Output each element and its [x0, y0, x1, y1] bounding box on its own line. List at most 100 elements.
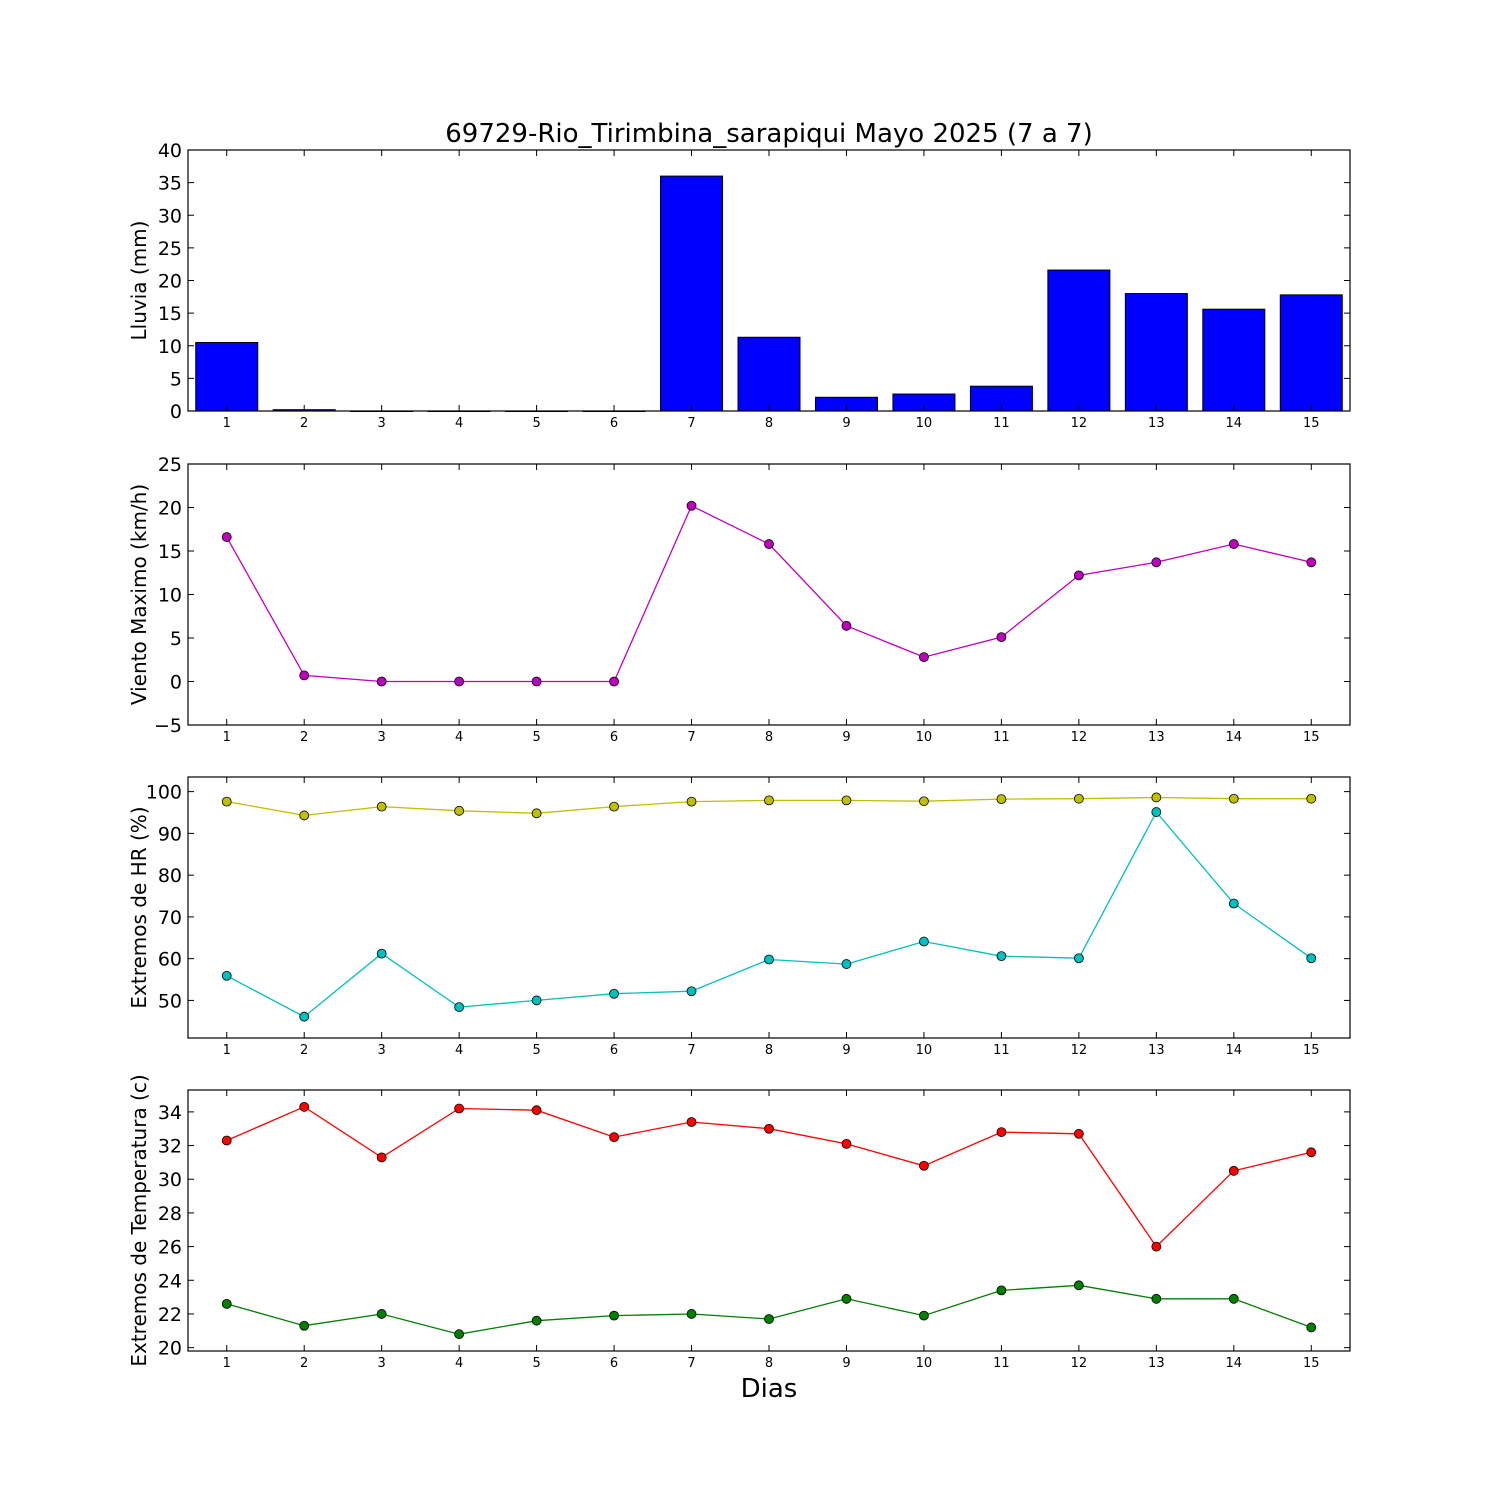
y-tick-label: 100 — [146, 782, 182, 804]
series-1-point-day-3 — [376, 801, 387, 812]
x-tick-label: 1 — [223, 1043, 231, 1058]
x-tick-label: 7 — [687, 1356, 695, 1371]
series-1-point-day-12 — [1073, 793, 1084, 804]
y-tick-label: 10 — [158, 585, 182, 607]
series-1-point-day-1 — [221, 796, 232, 807]
series-2-point-day-3 — [376, 948, 387, 959]
x-tick-label: 14 — [1226, 730, 1243, 745]
x-tick-label: 13 — [1148, 416, 1165, 431]
x-tick-label: 14 — [1226, 1043, 1243, 1058]
y-tick-label: 34 — [158, 1102, 182, 1124]
series-2-point-day-14 — [1228, 898, 1239, 909]
x-tick-label: 11 — [993, 416, 1010, 431]
x-tick-label: 11 — [993, 1356, 1010, 1371]
x-tick-label: 1 — [223, 416, 231, 431]
series-2-point-day-2 — [299, 1011, 310, 1022]
x-tick-label: 12 — [1071, 416, 1088, 431]
series-1-point-day-11 — [996, 1127, 1007, 1137]
y-tick-label: 28 — [158, 1203, 182, 1225]
series-1-point-day-7 — [686, 1117, 697, 1127]
series-2-point-day-15 — [1306, 953, 1317, 964]
x-tick-label: 5 — [532, 1356, 540, 1371]
series-1-point-day-11 — [996, 632, 1007, 643]
series-1-point-day-8 — [764, 795, 774, 806]
series-1-point-day-5 — [531, 808, 542, 819]
series-1-point-day-2 — [299, 670, 310, 681]
series-1-point-day-12 — [1073, 1128, 1084, 1139]
bar-day-7 — [660, 175, 724, 412]
x-tick-label: 15 — [1303, 416, 1320, 431]
x-tick-label: 3 — [378, 1043, 386, 1058]
series-2-point-day-9 — [841, 959, 852, 969]
y-tick-label: 20 — [158, 271, 182, 293]
x-tick-label: 1 — [223, 730, 231, 745]
series-1-point-day-14 — [1228, 793, 1239, 804]
bar-day-15 — [1279, 294, 1343, 412]
series-1-point-day-2 — [299, 810, 310, 821]
x-tick-label: 9 — [842, 730, 850, 745]
x-tick-label: 10 — [916, 1043, 933, 1058]
x-tick-label: 7 — [687, 730, 695, 745]
bar-day-12 — [1047, 269, 1111, 412]
x-tick-label: 3 — [378, 730, 386, 745]
y-tick-label: 25 — [158, 454, 182, 476]
x-tick-label: 8 — [765, 416, 773, 431]
series-1-point-day-12 — [1073, 570, 1084, 581]
series-1-point-day-4 — [454, 1103, 465, 1114]
x-tick-label: 10 — [916, 416, 933, 431]
x-tick-label: 2 — [300, 416, 308, 431]
y-tick-label: 60 — [158, 949, 182, 971]
x-tick-label: 1 — [223, 1356, 231, 1371]
series-2-point-day-13 — [1151, 1293, 1162, 1304]
series-1-point-day-10 — [919, 1160, 929, 1171]
x-tick-label: 15 — [1303, 1043, 1320, 1058]
series-1-point-day-15 — [1306, 1147, 1317, 1158]
series-2-point-day-6 — [609, 988, 619, 999]
series-2-point-day-5 — [531, 995, 542, 1006]
x-axis-label: Dias — [741, 1374, 798, 1404]
y-tick-label: 5 — [170, 628, 182, 650]
series-2-point-day-13 — [1151, 807, 1162, 817]
x-tick-label: 12 — [1071, 1043, 1088, 1058]
x-tick-label: 2 — [300, 730, 308, 745]
series-1-point-day-4 — [454, 805, 465, 816]
bar-day-13 — [1124, 293, 1188, 412]
series-1-point-day-5 — [531, 1105, 542, 1116]
series-1-point-day-3 — [376, 676, 387, 687]
series-2-point-day-5 — [531, 1315, 542, 1326]
series-1-point-day-6 — [609, 801, 619, 812]
series-1-point-day-13 — [1151, 1241, 1162, 1252]
y-axis-label: Viento Maximo (km/h) — [127, 484, 151, 705]
y-tick-label: 0 — [170, 401, 182, 423]
y-tick-label: 26 — [158, 1237, 182, 1259]
x-tick-label: 11 — [993, 1043, 1010, 1058]
series-2-point-day-8 — [764, 954, 774, 965]
series-1-point-day-6 — [609, 1132, 619, 1143]
series-1-point-day-8 — [764, 539, 774, 549]
series-2-point-day-7 — [686, 1309, 697, 1319]
y-tick-label: 80 — [158, 865, 182, 887]
series-1-point-day-11 — [996, 794, 1007, 805]
x-tick-label: 3 — [378, 416, 386, 431]
series-1-point-day-5 — [531, 676, 542, 687]
series-2-point-day-4 — [454, 1002, 465, 1012]
x-tick-label: 4 — [455, 730, 463, 745]
series-1-point-day-10 — [919, 652, 929, 663]
series-1-point-day-13 — [1151, 792, 1162, 803]
x-tick-label: 3 — [378, 1356, 386, 1371]
y-axis-label: Extremos de HR (%) — [127, 806, 151, 1008]
x-tick-label: 6 — [610, 416, 618, 431]
series-2-point-day-10 — [919, 936, 929, 947]
series-2-point-day-3 — [376, 1309, 387, 1319]
series-1-point-day-13 — [1151, 557, 1162, 568]
x-tick-label: 9 — [842, 1043, 850, 1058]
series-1-point-day-15 — [1306, 557, 1317, 568]
x-tick-label: 8 — [765, 1043, 773, 1058]
y-tick-label: 15 — [158, 303, 182, 325]
y-tick-label: 50 — [158, 990, 182, 1012]
x-tick-label: 8 — [765, 1356, 773, 1371]
x-tick-label: 13 — [1148, 730, 1165, 745]
